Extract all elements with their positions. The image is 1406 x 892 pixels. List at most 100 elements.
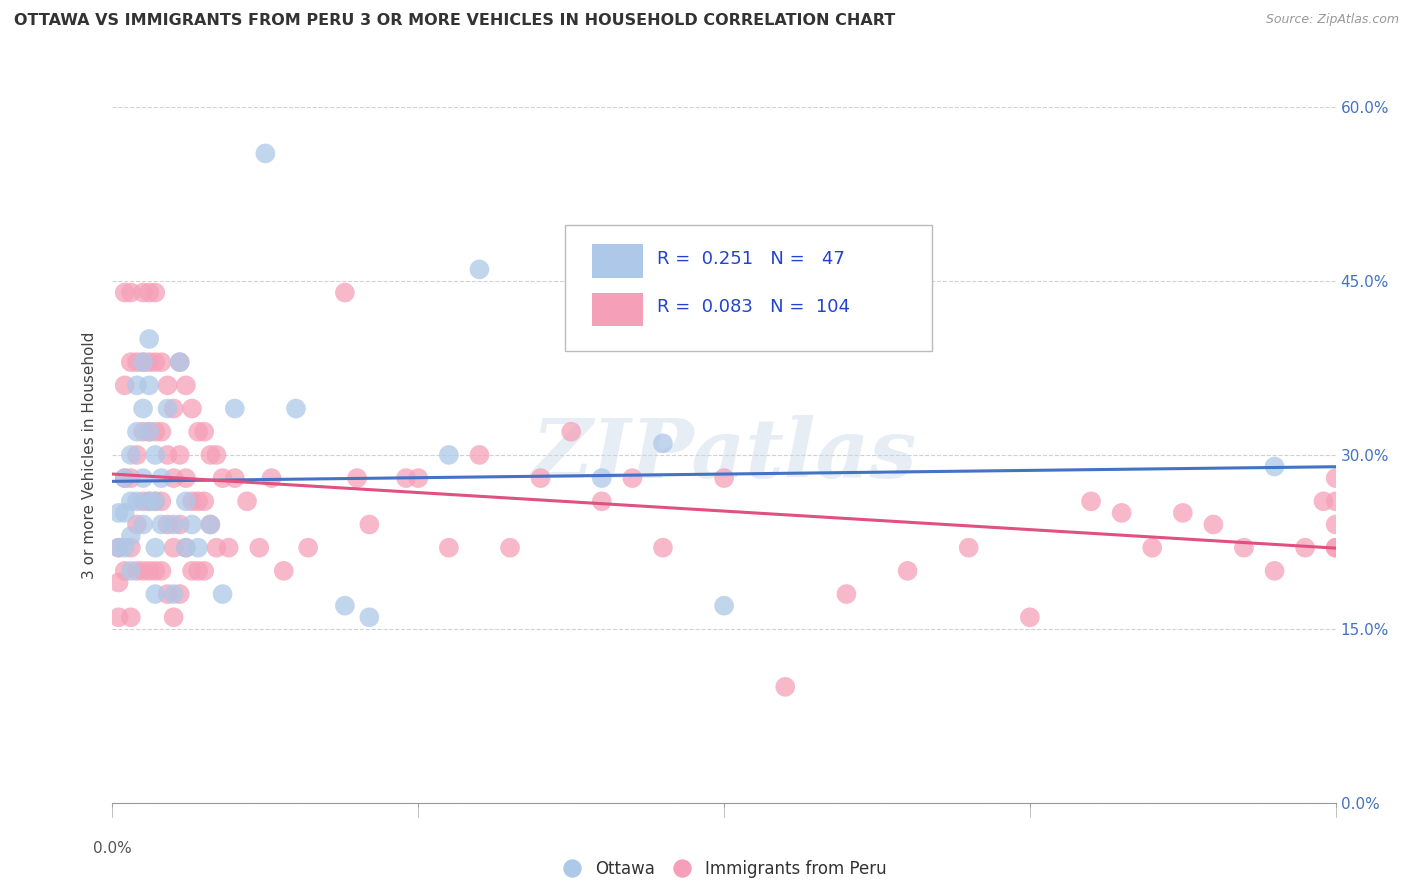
Point: [652, 436, 675, 450]
Point: [169, 517, 191, 532]
Point: [138, 355, 160, 369]
Point: [193, 494, 215, 508]
Point: [1202, 517, 1225, 532]
Point: [591, 471, 613, 485]
Point: [359, 517, 381, 532]
Point: [187, 541, 209, 555]
Point: [125, 494, 148, 508]
Point: [107, 541, 129, 555]
Point: [437, 448, 460, 462]
Point: [200, 448, 222, 462]
Point: [591, 494, 613, 508]
Point: [1018, 610, 1040, 624]
Point: [560, 425, 582, 439]
Point: [333, 599, 356, 613]
Point: [120, 541, 142, 555]
Text: R =  0.251   N =   47: R = 0.251 N = 47: [657, 250, 845, 268]
Point: [1324, 517, 1347, 532]
Point: [1324, 471, 1347, 485]
Point: [150, 494, 173, 508]
Point: [193, 425, 215, 439]
Point: [150, 471, 173, 485]
Point: [468, 448, 491, 462]
Point: [205, 541, 228, 555]
Point: [138, 378, 160, 392]
Point: [1080, 494, 1102, 508]
Point: [138, 494, 160, 508]
Point: [236, 494, 259, 508]
Point: [120, 564, 142, 578]
Point: [132, 355, 155, 369]
Point: [143, 541, 166, 555]
Point: [174, 378, 197, 392]
Point: [132, 517, 155, 532]
Point: [156, 587, 179, 601]
Point: [1294, 541, 1316, 555]
Point: [114, 471, 136, 485]
Point: [530, 471, 553, 485]
Point: [114, 378, 136, 392]
Point: [1111, 506, 1133, 520]
Point: [169, 355, 191, 369]
Point: [652, 541, 675, 555]
Point: [138, 425, 160, 439]
FancyBboxPatch shape: [592, 244, 644, 277]
Point: [359, 610, 381, 624]
Point: [114, 541, 136, 555]
Point: [143, 494, 166, 508]
Point: [284, 401, 308, 416]
Point: [187, 425, 209, 439]
Point: [205, 448, 228, 462]
Legend: Ottawa, Immigrants from Peru: Ottawa, Immigrants from Peru: [555, 854, 893, 885]
Point: [200, 517, 222, 532]
Point: [713, 599, 735, 613]
Y-axis label: 3 or more Vehicles in Household: 3 or more Vehicles in Household: [82, 331, 97, 579]
Point: [132, 425, 155, 439]
Point: [200, 517, 222, 532]
Point: [132, 355, 155, 369]
Point: [713, 471, 735, 485]
Point: [835, 587, 858, 601]
Point: [120, 610, 142, 624]
Point: [1324, 541, 1347, 555]
Point: [150, 425, 173, 439]
Point: [143, 494, 166, 508]
Point: [143, 587, 166, 601]
Point: [224, 471, 246, 485]
Point: [218, 541, 240, 555]
Text: ZIPatlas: ZIPatlas: [531, 415, 917, 495]
Point: [181, 517, 204, 532]
Point: [125, 564, 148, 578]
Point: [107, 506, 129, 520]
Point: [120, 471, 142, 485]
Point: [156, 401, 179, 416]
Point: [187, 564, 209, 578]
Point: [163, 401, 186, 416]
Point: [297, 541, 319, 555]
Point: [174, 541, 197, 555]
Text: OTTAWA VS IMMIGRANTS FROM PERU 3 OR MORE VEHICLES IN HOUSEHOLD CORRELATION CHART: OTTAWA VS IMMIGRANTS FROM PERU 3 OR MORE…: [14, 13, 896, 29]
Point: [163, 610, 186, 624]
Point: [1171, 506, 1194, 520]
Point: [107, 610, 129, 624]
Point: [143, 425, 166, 439]
Point: [408, 471, 430, 485]
Point: [125, 355, 148, 369]
Point: [156, 378, 179, 392]
Point: [211, 471, 233, 485]
Point: [132, 285, 155, 300]
Point: [120, 355, 142, 369]
Point: [174, 541, 197, 555]
Point: [163, 517, 186, 532]
Point: [114, 471, 136, 485]
Point: [156, 448, 179, 462]
Point: [621, 471, 644, 485]
Point: [1324, 541, 1347, 555]
Point: [224, 401, 246, 416]
Point: [125, 517, 148, 532]
Point: [120, 285, 142, 300]
Point: [120, 494, 142, 508]
Point: [138, 285, 160, 300]
Point: [897, 564, 920, 578]
Point: [150, 564, 173, 578]
